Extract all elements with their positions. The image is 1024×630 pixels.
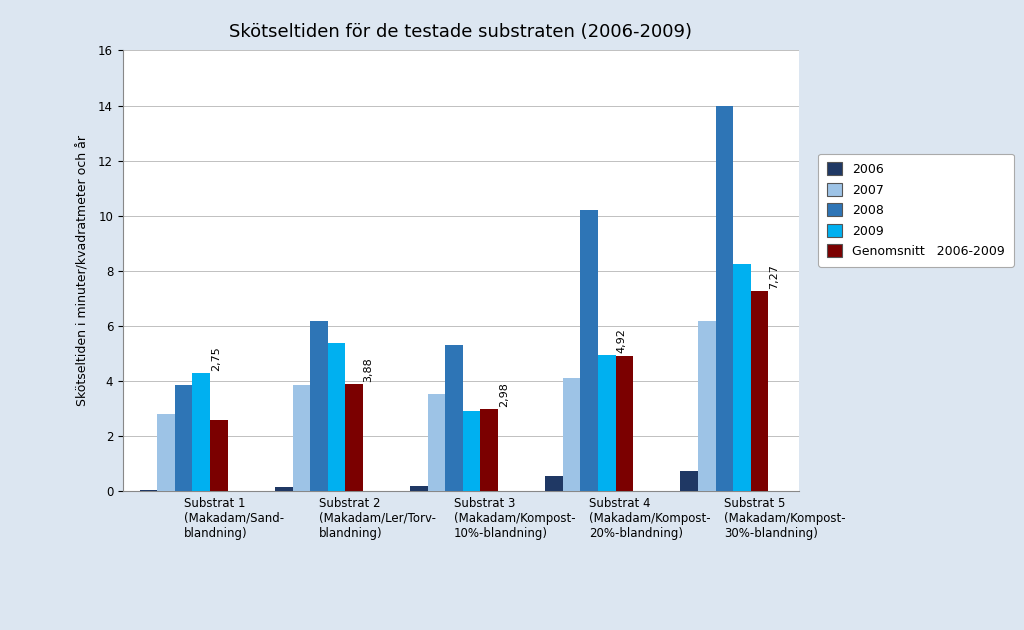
Bar (480, 410, 498, 491)
Title: Skötseltiden för de testade substraten (2006-2009): Skötseltiden för de testade substraten (… (229, 23, 692, 40)
Bar (615, 356, 633, 491)
Text: 4,92: 4,92 (616, 328, 627, 353)
Bar (345, 384, 362, 491)
Bar (193, 373, 210, 491)
Bar (681, 471, 698, 491)
Bar (210, 420, 227, 491)
Bar (698, 321, 716, 491)
Bar (751, 291, 768, 491)
Bar (545, 476, 563, 491)
Bar (175, 386, 193, 491)
Bar (598, 355, 615, 491)
Bar (581, 210, 598, 491)
Text: 2,98: 2,98 (499, 382, 509, 407)
Bar (310, 321, 328, 491)
Bar (139, 490, 158, 491)
Bar (158, 415, 175, 491)
Text: 3,88: 3,88 (364, 357, 374, 382)
Bar (274, 487, 293, 491)
Bar (328, 343, 345, 491)
Bar (428, 394, 445, 491)
Text: 7,27: 7,27 (769, 264, 779, 289)
Bar (563, 379, 581, 491)
Bar (410, 486, 428, 491)
Text: 2,75: 2,75 (211, 346, 221, 370)
Y-axis label: Skötseltiden i minuter/kvadratmeter och år: Skötseltiden i minuter/kvadratmeter och … (77, 135, 90, 406)
Bar (445, 345, 463, 491)
Legend: 2006, 2007, 2008, 2009, Genomsnitt   2006-2009: 2006, 2007, 2008, 2009, Genomsnitt 2006-… (818, 154, 1014, 266)
Bar (733, 264, 751, 491)
Bar (293, 386, 310, 491)
Bar (463, 411, 480, 491)
Bar (716, 105, 733, 491)
